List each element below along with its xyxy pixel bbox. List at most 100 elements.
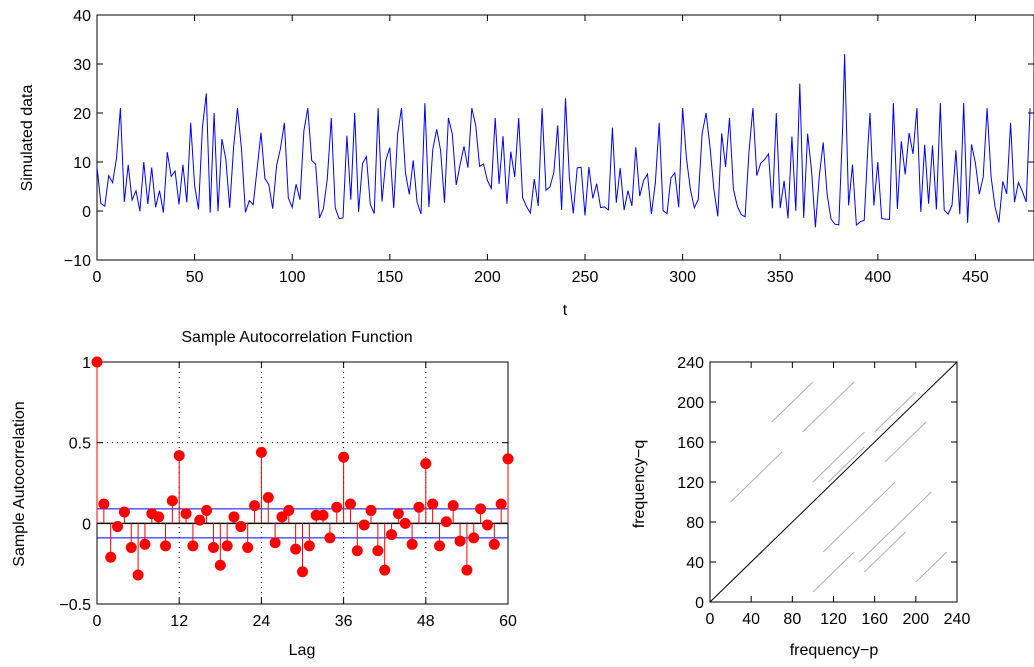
frequency-segment <box>730 451 783 503</box>
acf-point <box>392 508 404 520</box>
x-tick-label: 150 <box>376 269 403 286</box>
y-tick-label: 10 <box>73 155 91 172</box>
y-tick-label: 120 <box>677 475 704 492</box>
y-tick-label: 240 <box>677 355 704 372</box>
acf-point <box>434 540 445 552</box>
x-tick-label: 250 <box>572 269 599 286</box>
acf-point <box>495 498 507 510</box>
frequency-segment <box>858 491 932 563</box>
acf-point <box>118 506 130 518</box>
acf-point <box>475 503 487 515</box>
x-tick-label: 160 <box>861 611 888 628</box>
acf-point <box>379 564 391 576</box>
acf-point <box>187 540 199 552</box>
y-tick-label: −10 <box>64 253 91 270</box>
frequency-y-ticks: 0 40 80 120 160 200 240 <box>677 355 957 612</box>
acf-point <box>386 529 398 541</box>
x-tick-label: 80 <box>783 611 801 628</box>
acf-point <box>235 521 247 533</box>
acf-point <box>338 451 350 463</box>
acf-point <box>173 450 185 462</box>
x-tick-label: 48 <box>417 613 435 630</box>
simulated-data-x-label: t <box>563 302 568 319</box>
x-tick-label: 350 <box>767 269 794 286</box>
frequency-y-label: frequency−q <box>631 440 648 529</box>
x-tick-label: 100 <box>279 269 306 286</box>
acf-point <box>454 535 466 547</box>
acf-point <box>249 500 261 512</box>
acf-point <box>447 500 459 512</box>
y-tick-label: 40 <box>686 555 704 572</box>
frequency-segment <box>802 381 855 433</box>
acf-point <box>372 545 384 557</box>
x-tick-label: 0 <box>706 611 715 628</box>
acf-point <box>461 564 473 576</box>
x-tick-label: 0 <box>93 613 102 630</box>
autocorrelation-y-label: Sample Autocorrelation <box>11 401 28 566</box>
acf-point <box>166 495 178 507</box>
acf-point <box>481 519 493 531</box>
acf-point <box>112 521 124 533</box>
x-tick-label: 50 <box>186 269 204 286</box>
acf-point <box>228 511 240 523</box>
simulated-data-panel: 0 50 100 150 200 250 300 350 400 450 −10010203040… <box>19 8 1034 319</box>
y-tick-label: 160 <box>677 435 704 452</box>
acf-point <box>468 532 480 544</box>
y-tick-label: 0.5 <box>69 436 91 453</box>
acf-point <box>317 509 329 521</box>
acf-point <box>91 356 103 368</box>
autocorrelation-stems <box>91 356 514 581</box>
acf-point <box>283 504 295 516</box>
acf-point <box>180 508 192 520</box>
autocorrelation-y-ticks: −0.5 0 0.5 1 <box>59 355 508 614</box>
acf-point <box>221 540 233 552</box>
simulated-data-y-ticks: −10 0 10 20 30 40 <box>64 8 1034 270</box>
x-tick-label: 60 <box>499 613 517 630</box>
acf-point <box>255 446 267 458</box>
acf-point <box>105 551 117 563</box>
x-tick-label: 120 <box>820 611 847 628</box>
frequency-segment <box>874 391 917 433</box>
acf-point <box>290 543 302 555</box>
autocorrelation-x-label: Lag <box>289 642 316 659</box>
frequency-panel: 0 40 80 120 160 200 240 0 40 80 120 160 200 240 freq… <box>631 355 970 659</box>
frequency-segment <box>771 381 814 423</box>
acf-point <box>125 542 137 554</box>
simulated-data-x-ticks: 0 50 100 150 200 250 300 350 400 450 <box>93 15 989 286</box>
acf-point <box>440 516 452 528</box>
frequency-segment <box>884 421 927 463</box>
autocorrelation-title: Sample Autocorrelation Function <box>181 329 412 346</box>
acf-point <box>427 498 439 510</box>
y-tick-label: 30 <box>73 57 91 74</box>
y-tick-label: 0 <box>695 595 704 612</box>
y-tick-label: 80 <box>686 515 704 532</box>
acf-point <box>207 542 219 554</box>
y-tick-label: −0.5 <box>59 597 91 614</box>
x-tick-label: 450 <box>962 269 989 286</box>
acf-point <box>331 501 343 513</box>
acf-point <box>406 538 418 550</box>
acf-point <box>194 514 206 526</box>
frequency-diagonal-line <box>709 361 958 603</box>
acf-point <box>324 532 336 544</box>
acf-point <box>488 538 500 550</box>
x-tick-label: 200 <box>474 269 501 286</box>
y-tick-label: 20 <box>73 106 91 123</box>
x-tick-label: 200 <box>902 611 929 628</box>
frequency-segment <box>822 481 896 553</box>
simulated-data-line <box>96 54 1031 228</box>
acf-point <box>153 511 165 523</box>
acf-point <box>242 542 254 554</box>
x-tick-label: 36 <box>335 613 353 630</box>
x-tick-label: 12 <box>170 613 188 630</box>
acf-point <box>201 504 213 516</box>
x-tick-label: 300 <box>669 269 696 286</box>
acf-point <box>413 501 425 513</box>
x-tick-label: 240 <box>944 611 971 628</box>
x-tick-label: 24 <box>253 613 271 630</box>
acf-point <box>214 559 226 571</box>
y-tick-label: 200 <box>677 395 704 412</box>
acf-point <box>399 517 411 529</box>
acf-point <box>160 540 171 552</box>
